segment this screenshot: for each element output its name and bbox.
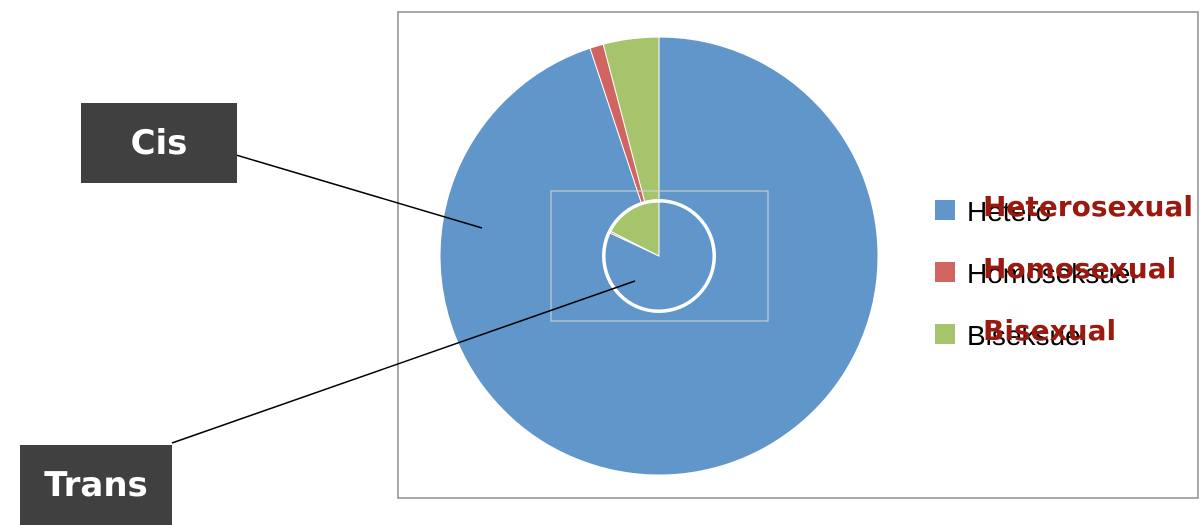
legend-label-hetero: Hetero	[967, 196, 1052, 227]
legend-label-biseksuel: Biseksuel	[967, 320, 1087, 351]
legend-swatch-homoseksuel	[935, 262, 955, 282]
trans-leader-line	[171, 280, 636, 444]
inner-plot-area	[550, 190, 769, 322]
legend-overlay-homosexual: Homosexual	[983, 252, 1177, 285]
legend-swatch-hetero	[935, 200, 955, 220]
legend-overlay-bisexual: Bisexual	[983, 314, 1117, 347]
cis-leader-line	[225, 151, 483, 229]
inner-pie	[604, 201, 714, 311]
inner-slice-biseksuel	[610, 201, 660, 257]
legend-swatch-biseksuel	[935, 324, 955, 344]
legend-overlay-heterosexual: Heterosexual	[983, 190, 1193, 223]
cis-label: Cis	[81, 103, 237, 183]
trans-label: Trans	[20, 445, 172, 525]
legend-label-homoseksuel: Homoseksuel	[967, 258, 1137, 289]
